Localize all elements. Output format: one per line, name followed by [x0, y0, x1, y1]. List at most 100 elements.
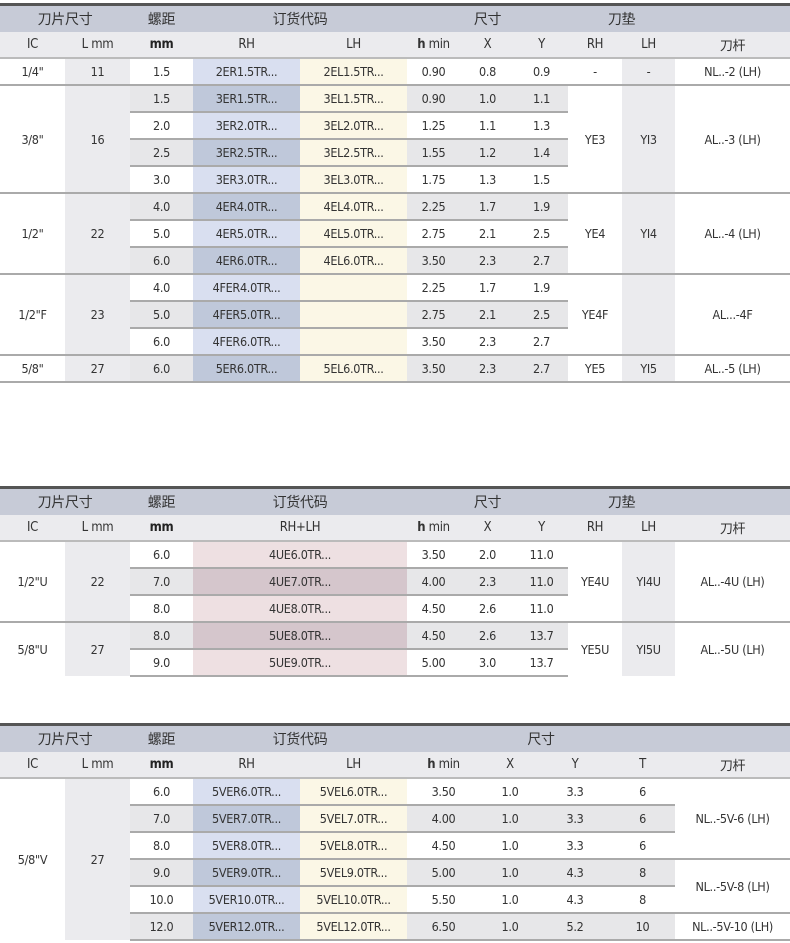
group-header: 刀片尺寸	[0, 486, 130, 515]
dimension-cell: 4.50	[407, 594, 460, 622]
header-column-row: IC L mm mm RH+LH h min X Y RH LH 刀杆	[0, 515, 790, 542]
pitch-cell: 2.5	[130, 138, 193, 166]
column-header: RH	[568, 515, 623, 542]
table-row: 1/4" 11 1.5 2ER1.5TR... 2EL1.5TR... 0.90 0.8 0.…	[0, 58, 790, 85]
shim-cell: YI5U	[622, 621, 676, 676]
dimension-cell: 1.5	[515, 165, 569, 193]
pitch-cell: 8.0	[130, 621, 193, 649]
column-header: 刀杆	[675, 515, 790, 542]
dimension-cell: 2.25	[407, 192, 460, 220]
order-code-cell: 3EL2.5TR...	[300, 138, 407, 166]
ic-cell: 1/2"U	[0, 541, 65, 622]
order-code-cell: 4ER4.0TR...	[193, 192, 300, 220]
pitch-cell: 2.0	[130, 111, 193, 139]
shim-cell: YE4F	[568, 273, 623, 355]
table-row: 8.0 5VER8.0TR... 5VEL8.0TR... 4.50 1.0 3.3 6	[0, 831, 790, 859]
column-header: T	[610, 752, 676, 779]
shim-cell	[622, 273, 676, 355]
column-header: LH	[622, 32, 676, 59]
dimension-cell: 1.0	[480, 804, 540, 832]
holder-cell: NL..-5V-10 (LH)	[675, 912, 790, 941]
column-header: RH+LH	[193, 515, 407, 542]
dimension-cell: 1.1	[515, 84, 569, 112]
shim-cell: YI3	[622, 84, 676, 193]
shim-cell: YE3	[568, 84, 623, 193]
column-header: h min	[407, 752, 480, 779]
dimension-cell: 6	[610, 831, 676, 859]
insert-table-standard: 刀片尺寸 螺距 订货代码 尺寸 刀垫 IC L mm mm RH LH h min X Y RH LH 刀杆 1…	[0, 3, 790, 383]
length-cell: 22	[65, 541, 130, 622]
dimension-cell: 0.90	[407, 84, 460, 112]
group-header: 订货代码	[193, 486, 407, 515]
pitch-cell: 7.0	[130, 804, 193, 832]
length-cell: 11	[65, 58, 130, 85]
order-code-cell: 5VER6.0TR...	[193, 778, 300, 805]
column-header: Y	[540, 752, 610, 779]
column-header: L mm	[65, 32, 130, 59]
order-code-cell: 5VEL7.0TR...	[300, 804, 407, 832]
column-header: IC	[0, 752, 65, 779]
pitch-cell: 3.0	[130, 165, 193, 193]
length-cell: 16	[65, 84, 130, 193]
table-row: 1/2"F 23 4.0 4FER4.0TR... 2.25 1.7 1.9 YE4F AL..…	[0, 273, 790, 355]
column-header: L mm	[65, 515, 130, 542]
order-code-cell: 4UE8.0TR...	[193, 594, 407, 622]
order-code-cell: 4EL4.0TR...	[300, 192, 407, 220]
h-label: h	[417, 37, 426, 52]
dimension-cell: 3.50	[431, 784, 456, 799]
shim-cell: -	[593, 64, 597, 79]
length-cell: 27	[65, 354, 130, 383]
group-header: 订货代码	[193, 723, 407, 752]
min-label: min	[438, 757, 460, 772]
dimension-cell: 1.0	[460, 84, 515, 112]
order-code-cell: 4EL6.0TR...	[300, 246, 407, 274]
holder-cell: AL...-4F	[675, 273, 790, 355]
pitch-cell: 6.0	[153, 784, 170, 799]
dimension-cell: 2.75	[407, 219, 460, 247]
table-row: 3/8" 16 1.5 3ER1.5TR... 3EL1.5TR... 0.90 1.0 1.…	[0, 84, 790, 193]
shim-cell: YI4U	[622, 541, 676, 622]
table-row: 1/2"U 22 6.0 4UE6.0TR... 3.50 2.0 11.0 YE4U YI4U…	[0, 541, 790, 622]
dimension-cell: 0.8	[479, 64, 496, 79]
dimension-cell: 4.50	[407, 831, 480, 859]
pitch-cell: 6.0	[130, 246, 193, 274]
dimension-cell: 13.7	[515, 648, 569, 677]
column-header: RH	[193, 32, 300, 59]
pitch-cell: 8.0	[130, 831, 193, 859]
order-code-cell: 3ER3.0TR...	[193, 165, 300, 193]
dimension-cell: 0.90	[421, 64, 446, 79]
dimension-cell: 11.0	[515, 594, 569, 622]
column-header: mm	[130, 752, 193, 779]
order-code-cell: 4UE7.0TR...	[193, 567, 407, 595]
dimension-cell: 5.00	[407, 858, 480, 886]
order-code-cell: 5ER6.0TR...	[193, 354, 300, 383]
holder-cell: AL..-5 (LH)	[675, 354, 790, 383]
order-code-cell: 3EL2.0TR...	[300, 111, 407, 139]
column-header: RH	[568, 32, 623, 59]
column-header: LH	[622, 515, 676, 542]
pitch-cell: 5.0	[130, 219, 193, 247]
column-header: mm	[130, 515, 193, 542]
table-row: 7.0 4UE7.0TR... 4.00 2.3 11.0	[0, 567, 790, 595]
insert-table-u: 刀片尺寸 螺距 订货代码 尺寸 刀垫 IC L mm mm RH+LH h min X Y RH LH 刀杆…	[0, 486, 790, 677]
length-cell: 27	[65, 621, 130, 676]
order-code-cell: 4FER5.0TR...	[193, 300, 300, 328]
order-code-cell: 4EL5.0TR...	[300, 219, 407, 247]
column-header: LH	[300, 32, 407, 59]
column-header: LH	[300, 752, 407, 779]
dimension-cell: 6	[610, 804, 676, 832]
group-header	[675, 723, 790, 752]
dimension-cell: 2.7	[515, 354, 569, 383]
pitch-cell: 4.0	[130, 273, 193, 301]
dimension-cell: 6	[639, 784, 646, 799]
column-header: X	[480, 752, 540, 779]
shim-cell: -	[622, 58, 676, 85]
order-code-cell: 4FER4.0TR...	[193, 273, 300, 301]
ic-cell: 3/8"	[0, 84, 65, 193]
dimension-cell: 2.5	[515, 300, 569, 328]
header-column-row: IC L mm mm RH LH h min X Y T 刀杆	[0, 752, 790, 779]
column-header: h min	[407, 515, 460, 542]
order-code-cell	[300, 300, 407, 328]
order-code-cell: 3EL1.5TR...	[300, 84, 407, 112]
dimension-cell: 4.00	[407, 567, 460, 595]
